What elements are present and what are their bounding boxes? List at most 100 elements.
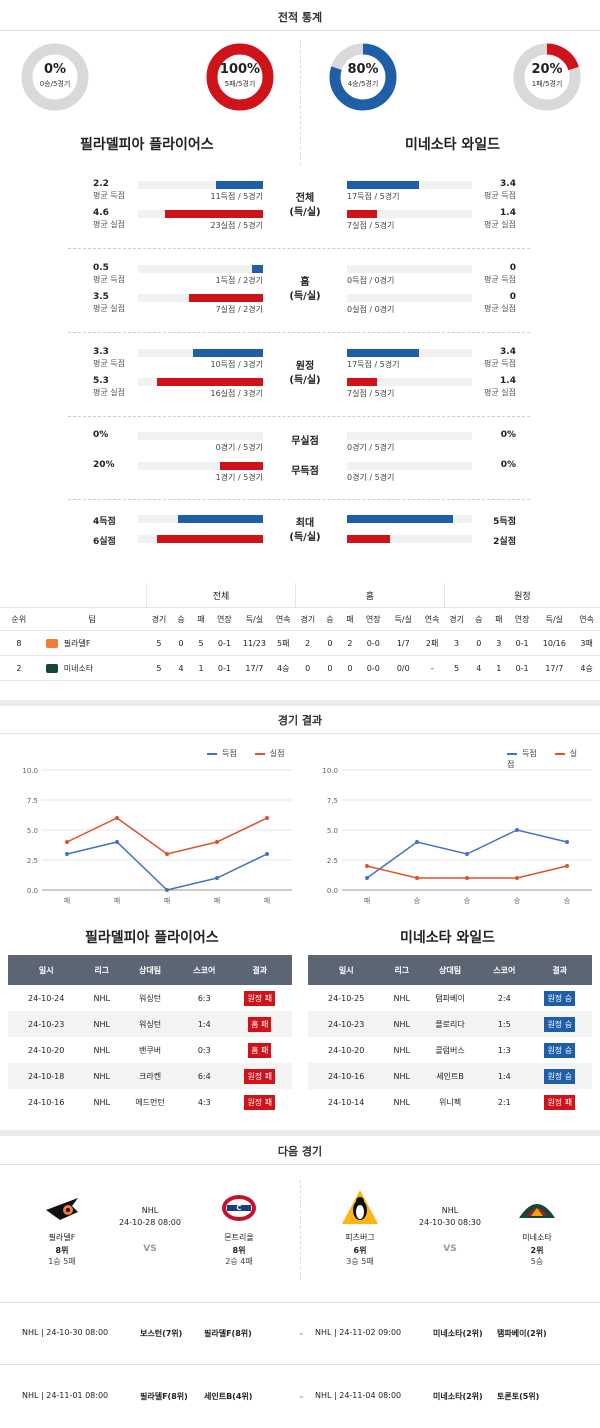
upcoming-team-1[interactable]: 미네소타(2위) xyxy=(433,1329,483,1338)
stat-bar-label: 7실점 / 5경기 xyxy=(347,221,395,230)
upcoming-team-1[interactable]: 보스턴(7위) xyxy=(140,1329,183,1338)
y-tick-label: 2.5 xyxy=(27,857,38,865)
legend-swatch xyxy=(207,752,217,755)
results-row[interactable]: 24-10-25 NHL 탬파베이 2:4 원정 승 xyxy=(308,985,592,1011)
stat-label: 평균 득점 xyxy=(93,359,125,368)
next-team-name[interactable]: 피츠버그 xyxy=(345,1233,375,1242)
x-tick-label: 패 xyxy=(264,896,270,905)
results-row[interactable]: 24-10-23 NHL 플로리다 1:5 원정 승 xyxy=(308,1011,592,1037)
game-opponent: 밴쿠버 xyxy=(139,1045,162,1055)
standings-cell: 0 xyxy=(319,630,340,656)
data-point xyxy=(515,876,519,880)
results-left-title: 필라델피아 플라이어스 xyxy=(85,930,219,946)
standings-row[interactable]: 2 미네소타 5 4 1 0-1 17/7 4승 0 0 0 0-0 0/0-5 4 1 0-1 17/7 4승 xyxy=(0,655,600,681)
results-row[interactable]: 24-10-14 NHL 위니펙 2:1 원정 패 xyxy=(308,1089,592,1115)
standings-cell: 5 xyxy=(444,655,469,681)
max-value: 4득점 xyxy=(93,517,116,527)
standings-row[interactable]: 8 필라델F 5 0 5 0-1 11/23 5패 2 0 2 0-0 1/7 2패 3 0 3 0-1 10/16… xyxy=(0,630,600,656)
game-opponent: 크라켄 xyxy=(119,1063,182,1089)
results-row[interactable]: 24-10-20 NHL 콜럼버스 1:3 원정 승 xyxy=(308,1037,592,1063)
y-tick-label: 5.0 xyxy=(327,827,338,835)
upcoming-team-2[interactable]: 세인트B(4위) xyxy=(204,1392,253,1401)
y-tick-label: 0.0 xyxy=(27,887,38,895)
stat-label: 평균 실점 xyxy=(93,220,125,229)
result-badge: 원정 패 xyxy=(244,1068,276,1084)
legend-label: 득점 xyxy=(522,749,537,758)
results-row[interactable]: 24-10-16 NHL 에드먼턴 4:3 원정 패 xyxy=(8,1089,292,1115)
team-rank: 2 xyxy=(0,655,38,681)
team-cell[interactable]: 미네소타 xyxy=(37,655,147,681)
stat-bar-label: 0실점 / 0경기 xyxy=(347,305,395,314)
standings-cell: 5패 xyxy=(271,630,296,656)
standings-cell: 4승 xyxy=(271,655,296,681)
team-cell[interactable]: 필라델F xyxy=(37,630,147,656)
results-table-right: 일시 리그 상대팀 스코어 결과 24-10-25 NHL 탬파베이 2:4 원정 승 24-10-… xyxy=(308,955,592,1115)
wild-logo-icon[interactable] xyxy=(517,1188,557,1228)
game-opponent: 탬파베이 xyxy=(435,993,465,1003)
upcoming-team-2[interactable]: 필라델F(8위) xyxy=(204,1329,252,1338)
shutout-label: 무실점 xyxy=(291,436,319,447)
next-team-name[interactable]: 미네소타 xyxy=(522,1233,552,1242)
standings-header: 승 xyxy=(171,607,192,631)
results-row[interactable]: 24-10-18 NHL 크라켄 6:4 원정 패 xyxy=(8,1063,292,1089)
y-tick-label: 0.0 xyxy=(327,887,338,895)
stat-label: 평균 실점 xyxy=(484,304,516,313)
upcoming-team-2[interactable]: 탬파베이(2위) xyxy=(497,1329,547,1338)
standings-cell: 17/7 xyxy=(237,655,272,681)
stat-group-label-line: 원정 xyxy=(295,361,315,372)
game-score: 4:3 xyxy=(197,1097,211,1107)
game-league: NHL xyxy=(93,1045,110,1055)
penguins-logo-icon[interactable] xyxy=(340,1188,380,1228)
standings-header: 경기 xyxy=(444,607,469,631)
stat-value: 1.4 xyxy=(500,208,516,218)
donut-percent: 0% xyxy=(43,62,67,77)
results-row[interactable]: 24-10-23 NHL 워싱턴 1:4 홈 패 xyxy=(8,1011,292,1037)
game-date: 24-10-20 xyxy=(28,1045,65,1055)
stat-bar xyxy=(157,378,263,386)
game-league: NHL xyxy=(93,1097,110,1107)
result-badge: 원정 승 xyxy=(544,1016,576,1032)
flyers-logo-icon[interactable] xyxy=(42,1188,82,1228)
data-point xyxy=(465,876,469,880)
standings-table: 전체 홈 원정 순위 팀 경기 승 패 연장 득/실 연속 경기 승 패 연장 득/실 연속 경기 승 패 연장 득… xyxy=(0,583,600,681)
upcoming-team-1[interactable]: 미네소타(2위) xyxy=(433,1392,483,1401)
results-title: 경기 결과 xyxy=(277,714,323,727)
x-tick-label: 패 xyxy=(64,896,70,905)
next-team-name[interactable]: 몬트리올 xyxy=(224,1233,254,1242)
data-point xyxy=(265,816,269,820)
stat-value: 3.3 xyxy=(93,347,109,357)
results-row[interactable]: 24-10-16 NHL 세인트B 1:4 원정 승 xyxy=(308,1063,592,1089)
upcoming-meta: NHL | 24-10-30 08:00 xyxy=(22,1328,109,1337)
standings-cell: 5 xyxy=(146,630,172,656)
game-league: NHL xyxy=(84,1011,120,1037)
stat-group-label-line: 전체 xyxy=(295,193,315,204)
canadiens-logo-icon[interactable]: C xyxy=(219,1188,259,1228)
shutout-label: 무득점 xyxy=(291,466,319,477)
data-point xyxy=(415,840,419,844)
game-opponent: 콜럼버스 xyxy=(435,1045,465,1055)
stat-label: 평균 득점 xyxy=(484,359,516,368)
y-tick-label: 10.0 xyxy=(322,767,338,775)
standings-header: 연장 xyxy=(211,607,238,631)
next-team-record: 2승 4패 xyxy=(225,1257,253,1266)
shutout-value: 20% xyxy=(93,460,115,470)
results-row[interactable]: 24-10-20 NHL 밴쿠버 0:3 홈 패 xyxy=(8,1037,292,1063)
data-point xyxy=(465,852,469,856)
donut-percent: 20% xyxy=(531,62,563,77)
chart-legend: 득점 실점 xyxy=(507,748,600,770)
results-row[interactable]: 24-10-24 NHL 워싱턴 6:3 원정 패 xyxy=(8,985,292,1011)
standings-header: 팀 xyxy=(37,607,147,631)
next-team-name[interactable]: 필라델F xyxy=(48,1233,76,1242)
standings-cell: 0 xyxy=(468,630,489,656)
stat-group-label-line: (득/실) xyxy=(289,291,321,302)
stat-bar-label: 23실점 / 5경기 xyxy=(210,221,264,230)
results-header: 상대팀 xyxy=(419,955,482,985)
stat-bar-label: 0경기 / 5경기 xyxy=(347,473,395,482)
game-league: NHL xyxy=(93,993,110,1003)
stat-value: 1.4 xyxy=(500,376,516,386)
upcoming-team-2[interactable]: 토론토(5위) xyxy=(497,1392,540,1401)
standings-header: 경기 xyxy=(146,607,172,631)
x-tick-label: 패 xyxy=(214,896,220,905)
data-point xyxy=(65,840,69,844)
upcoming-team-1[interactable]: 필라델F(8위) xyxy=(140,1392,188,1401)
